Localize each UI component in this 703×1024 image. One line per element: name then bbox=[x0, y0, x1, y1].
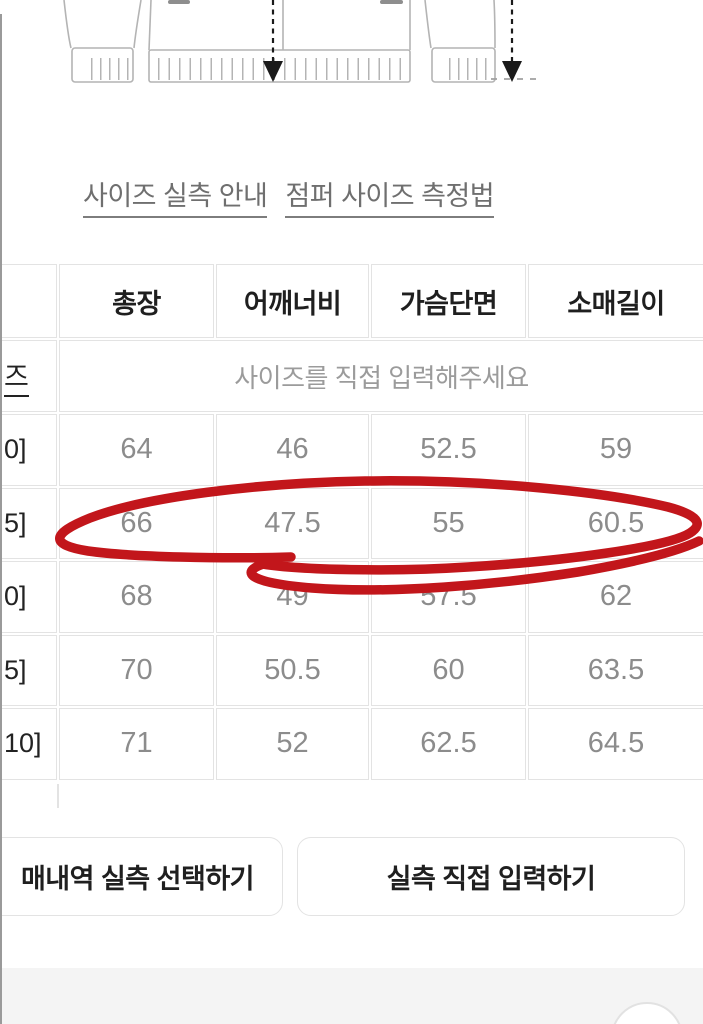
sheet-left-edge bbox=[0, 14, 2, 1024]
my-size-row-label[interactable]: 즈 bbox=[0, 340, 57, 412]
value-cell: 62 bbox=[528, 561, 703, 633]
size-guide-link[interactable]: 사이즈 실측 안내 bbox=[83, 174, 268, 218]
col-header-shoulder-width: 어깨너비 bbox=[216, 264, 369, 338]
right-sleeve-inner-line bbox=[424, 0, 432, 49]
select-from-purchase-history-button[interactable]: 매내역 실측 선택하기 bbox=[0, 837, 283, 916]
col-header-total-length: 총장 bbox=[59, 264, 214, 338]
value-cell: 59 bbox=[528, 414, 703, 486]
length-measure-arrow bbox=[263, 0, 283, 82]
value-cell: 68 bbox=[59, 561, 214, 633]
sleeve-measure-arrow bbox=[491, 0, 540, 82]
size-row-label[interactable]: 10] bbox=[0, 708, 57, 780]
value-cell: 64 bbox=[59, 414, 214, 486]
value-cell-circled: 66 bbox=[59, 487, 214, 559]
value-cell-circled: 60.5 bbox=[528, 487, 703, 559]
label-column-border-tail bbox=[57, 784, 59, 808]
right-sleeve-outer-line bbox=[493, 0, 496, 49]
jacket-diagram bbox=[63, 0, 540, 83]
value-cell-circled: 55 bbox=[371, 487, 526, 559]
left-cuff bbox=[71, 47, 134, 83]
value-cell: 64.5 bbox=[528, 708, 703, 780]
value-cell: 50.5 bbox=[216, 634, 369, 706]
enter-measurements-button[interactable]: 실측 직접 입력하기 bbox=[297, 837, 685, 916]
body-left-line bbox=[148, 0, 152, 51]
right-cuff bbox=[431, 47, 496, 83]
size-row-label[interactable]: 0] bbox=[0, 561, 57, 633]
value-cell: 63.5 bbox=[528, 634, 703, 706]
value-cell: 60 bbox=[371, 634, 526, 706]
footer-strip bbox=[0, 968, 703, 1024]
left-sleeve-outer-line bbox=[63, 0, 72, 49]
left-sleeve-inner-line bbox=[133, 0, 142, 49]
size-row-label[interactable]: 0] bbox=[0, 414, 57, 486]
value-cell: 70 bbox=[59, 634, 214, 706]
col-header-sleeve-length: 소매길이 bbox=[528, 264, 703, 338]
value-cell: 71 bbox=[59, 708, 214, 780]
size-row-label[interactable]: 5] bbox=[0, 487, 57, 559]
col-header-chest: 가슴단면 bbox=[371, 264, 526, 338]
size-row-label[interactable]: 5] bbox=[0, 634, 57, 706]
measure-method-link[interactable]: 점퍼 사이즈 측정법 bbox=[285, 174, 495, 218]
size-table: 총장 어깨너비 가슴단면 소매길이 즈 사이즈를 직접 입력해주세요 0] 64… bbox=[0, 264, 703, 780]
size-input-placeholder[interactable]: 사이즈를 직접 입력해주세요 bbox=[59, 340, 703, 412]
value-cell: 52.5 bbox=[371, 414, 526, 486]
value-cell: 49 bbox=[216, 561, 369, 633]
value-cell: 46 bbox=[216, 414, 369, 486]
table-corner-cell bbox=[0, 264, 57, 338]
hem-band bbox=[148, 49, 411, 83]
size-links: 사이즈 실측 안내 점퍼 사이즈 측정법 bbox=[83, 174, 495, 218]
value-cell: 52 bbox=[216, 708, 369, 780]
value-cell: 62.5 bbox=[371, 708, 526, 780]
value-cell-circled: 47.5 bbox=[216, 487, 369, 559]
value-cell: 57.5 bbox=[371, 561, 526, 633]
